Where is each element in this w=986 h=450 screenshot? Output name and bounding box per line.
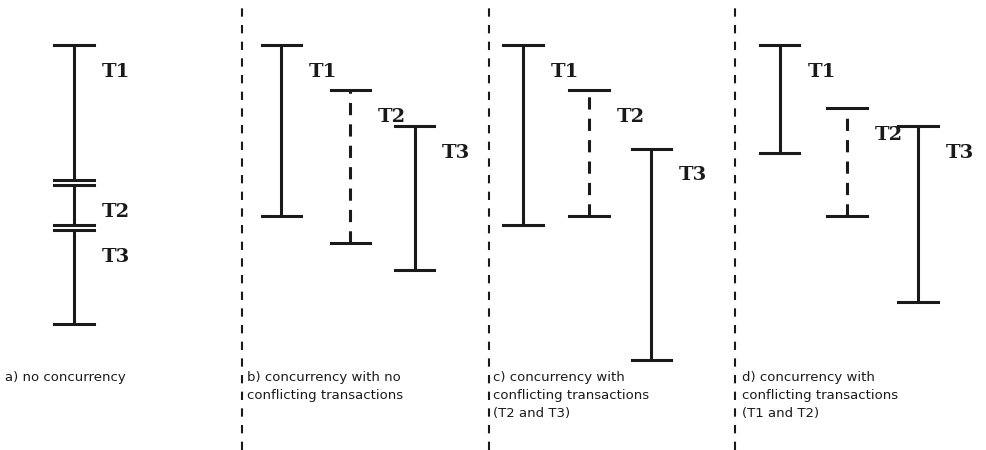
- Text: T1: T1: [102, 63, 130, 81]
- Text: d) concurrency with
conflicting transactions
(T1 and T2): d) concurrency with conflicting transact…: [741, 371, 897, 420]
- Text: T3: T3: [678, 166, 707, 184]
- Text: T2: T2: [102, 202, 129, 220]
- Text: T1: T1: [550, 63, 579, 81]
- Text: T1: T1: [309, 63, 337, 81]
- Text: T1: T1: [807, 63, 835, 81]
- Text: T3: T3: [102, 248, 130, 266]
- Text: a) no concurrency: a) no concurrency: [5, 371, 125, 384]
- Text: T2: T2: [616, 108, 644, 126]
- Text: T2: T2: [874, 126, 901, 144]
- Text: T2: T2: [378, 108, 405, 126]
- Text: c) concurrency with
conflicting transactions
(T2 and T3): c) concurrency with conflicting transact…: [493, 371, 649, 420]
- Text: T3: T3: [442, 144, 470, 162]
- Text: T3: T3: [945, 144, 973, 162]
- Text: b) concurrency with no
conflicting transactions: b) concurrency with no conflicting trans…: [246, 371, 402, 402]
